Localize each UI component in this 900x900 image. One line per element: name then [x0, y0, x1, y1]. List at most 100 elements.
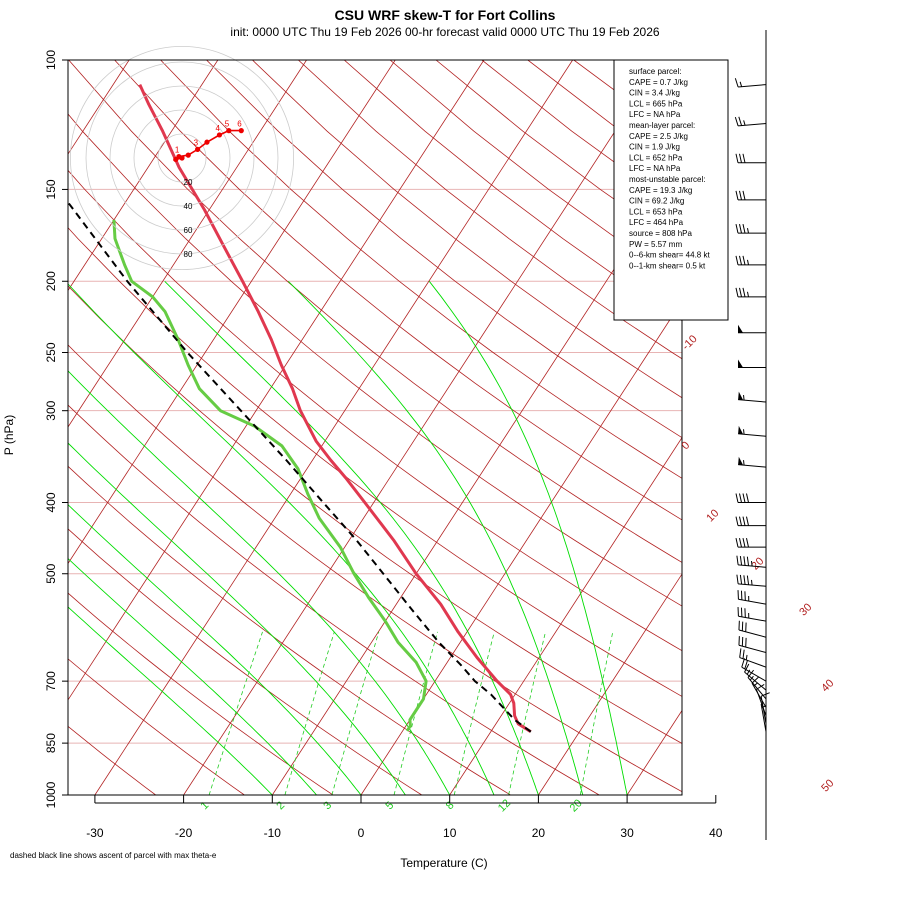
y-tick-label: 850: [44, 733, 58, 753]
wind-barb: [760, 703, 767, 732]
isotherm-label: -10: [680, 333, 700, 353]
hodograph: 20 40 60 80 1 3 4 5 6: [70, 46, 294, 270]
wind-barbs: [734, 78, 770, 732]
isotherm-line: [68, 60, 396, 565]
footnote: dashed black line shows ascent of parcel…: [10, 851, 217, 860]
hodograph-point-label: 3: [194, 138, 199, 147]
isotherm-line: [183, 60, 662, 795]
hodograph-ring-label: 40: [184, 202, 193, 211]
parcel-stats-box: [613, 59, 729, 321]
wind-barb: [734, 116, 767, 127]
dry-adiabat: [298, 60, 682, 360]
y-tick-label: 250: [44, 342, 58, 362]
y-tick-label: 300: [44, 400, 58, 420]
dewpoint-trace: [112, 219, 428, 732]
mixing-ratio-line: [393, 631, 438, 796]
isotherm-line: [360, 300, 682, 795]
grid-lines: [68, 60, 900, 795]
parcel-stats-line: mean-layer parcel:: [629, 121, 695, 130]
wind-barb: [738, 620, 767, 638]
y-tick-label: 400: [44, 492, 58, 512]
wind-barb: [738, 324, 766, 334]
wind-barb: [737, 590, 767, 605]
hodograph-trace: [172, 129, 242, 161]
y-tick-label: 100: [44, 50, 58, 70]
hodograph-point: [226, 128, 232, 134]
moist-adiabat: [428, 281, 628, 795]
dry-adiabat: [68, 404, 600, 795]
parcel-stats-line: source = 808 hPa: [629, 229, 692, 238]
isotherm-label: 10: [704, 507, 721, 524]
hodograph-ring-label: 60: [184, 226, 193, 235]
wind-barb: [735, 255, 766, 266]
mixing-ratio-label: 1: [199, 799, 212, 812]
isotherm-label: 0: [679, 439, 692, 452]
dry-adiabat: [68, 465, 511, 795]
hodograph-point: [176, 153, 182, 160]
isotherm-line: [94, 60, 573, 795]
x-tick-label: 20: [532, 826, 546, 840]
hodograph-ring: [109, 85, 255, 231]
parcel-stats-line: surface parcel:: [629, 67, 681, 76]
hodograph-point: [204, 139, 210, 145]
mixing-ratio-label: 2: [274, 799, 287, 812]
hodograph-point: [185, 152, 191, 158]
x-tick-label: 0: [358, 826, 365, 840]
parcel-stats-text: surface parcel: CAPE = 0.7 J/kg CIN = 3.4 …: [629, 67, 710, 270]
wind-barb: [738, 456, 767, 468]
wind-barb: [751, 676, 767, 708]
y-tick-label: 1000: [44, 781, 58, 808]
moist-adiabat: [68, 283, 495, 795]
y-axis-label: P (hPa): [2, 415, 16, 455]
hodograph-ring: [133, 109, 231, 207]
temperature-trace: [138, 83, 532, 733]
dry-adiabat: [114, 60, 682, 521]
dry-adiabat: [68, 658, 245, 795]
wind-barb: [735, 190, 766, 201]
isotherm-line: [449, 436, 682, 795]
hodograph-point: [216, 132, 223, 138]
wind-barb: [737, 607, 767, 622]
moist-adiabat: [68, 504, 362, 795]
isotherm-line: [68, 60, 130, 155]
dry-adiabat: [68, 528, 423, 795]
hodograph-ring: [70, 46, 294, 270]
mixing-ratio-line: [284, 631, 335, 796]
dry-adiabat: [68, 113, 682, 607]
x-tick-label: -30: [86, 826, 104, 840]
parcel-stats-line: CAPE = 2.5 J/kg: [629, 132, 688, 141]
isotherm-line: [805, 60, 900, 795]
wind-barb: [735, 224, 766, 234]
moist-adiabat: [68, 442, 406, 795]
moist-adiabat: [164, 280, 539, 795]
chart-subtitle: init: 0000 UTC Thu 19 Feb 2026 00-hr for…: [230, 25, 659, 39]
wind-barb: [738, 391, 767, 403]
x-tick-label: 40: [709, 826, 723, 840]
plot-frame: [67, 59, 683, 796]
wind-barb: [738, 425, 767, 437]
isotherm-line: [68, 60, 219, 292]
isotherm-line: [68, 60, 485, 701]
dry-adiabat: [68, 725, 156, 795]
moist-adiabat: [68, 606, 273, 795]
isotherm-line: [68, 60, 307, 428]
moist-adiabat: [68, 370, 451, 795]
parcel-stats-line: LFC = 464 hPa: [629, 218, 684, 227]
parcel-stats-line: LFC = NA hPa: [629, 164, 681, 173]
x-tick-label: -10: [264, 826, 282, 840]
parcel-stats-line: PW = 5.57 mm: [629, 240, 682, 249]
wind-barb: [738, 359, 766, 368]
wind-barb: [738, 636, 767, 654]
isotherm-label: 30: [797, 601, 814, 618]
parcel-stats-line: LCL = 665 hPa: [629, 99, 683, 108]
dry-adiabat: [68, 227, 682, 697]
dry-adiabat: [68, 344, 682, 793]
mixing-ratio-line: [579, 631, 614, 796]
wind-barb: [735, 493, 766, 504]
wind-barb: [735, 287, 766, 298]
wind-barb: [734, 78, 767, 88]
mixing-ratio-line: [208, 631, 263, 796]
parcel-stats-line: CIN = 69.2 J/kg: [629, 197, 684, 206]
